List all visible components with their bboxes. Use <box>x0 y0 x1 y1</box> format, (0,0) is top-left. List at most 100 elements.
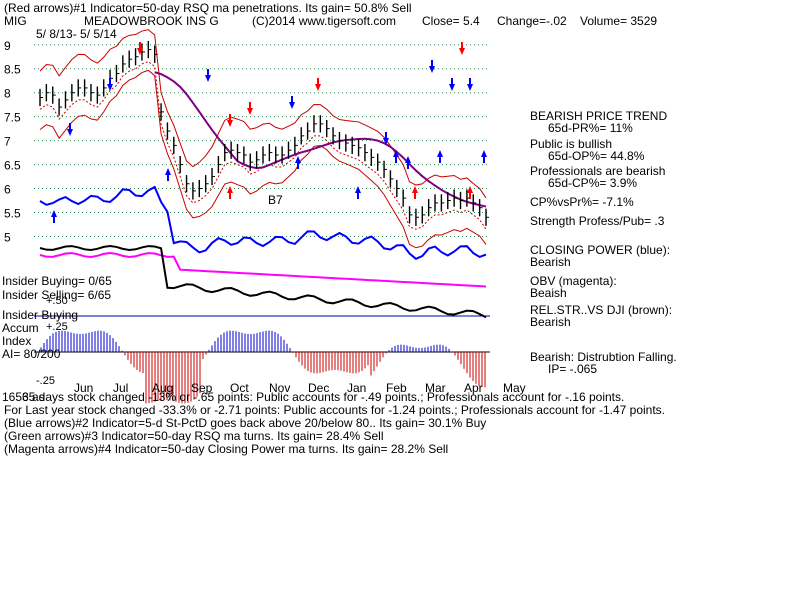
price-tick-label: 7 <box>4 135 11 149</box>
month-label: Sep <box>191 381 213 395</box>
relative-strength-series <box>39 244 487 319</box>
price-tick-label: 8 <box>4 87 11 101</box>
indicator-1-note: (Red arrows)#1 Indicator=50-day RSQ ma p… <box>4 1 412 15</box>
date-range: 5/ 8/13- 5/ 5/14 <box>36 27 117 41</box>
trend-title: BEARISH PRICE TREND <box>530 109 667 123</box>
blue-down-arrow <box>67 129 73 136</box>
month-label: Mar <box>425 381 446 395</box>
public-title: Public is bullish <box>530 137 612 151</box>
price-tick-label: 6.5 <box>4 159 21 173</box>
company-name: MEADOWBROOK INS G <box>84 14 219 28</box>
cp-vs-pr: CP%vsPr%= -7.1% <box>530 195 634 209</box>
footer-line-4: (Green arrows)#3 Indicator=50-day RSQ ma… <box>4 429 384 443</box>
price-gridlines <box>34 44 490 237</box>
month-label: Dec <box>308 381 329 395</box>
price-tick-label: 7.5 <box>4 111 21 125</box>
month-label: Apr <box>464 381 483 395</box>
blue-up-arrow <box>405 156 411 163</box>
red-down-arrow <box>227 120 233 127</box>
closing-power-line <box>39 185 487 260</box>
month-label: Oct <box>230 381 249 395</box>
blue-up-arrow <box>355 186 361 193</box>
red-down-arrow <box>247 108 253 115</box>
insider-buying-label: Insider Buying <box>2 308 78 322</box>
red-down-arrow <box>315 84 321 91</box>
red-down-arrow <box>459 48 465 55</box>
blue-up-arrow <box>393 150 399 157</box>
volume-value: Volume= 3529 <box>580 14 657 28</box>
blue-down-arrow <box>205 75 211 82</box>
price-tick-label: 8.5 <box>4 63 21 77</box>
blue-up-arrow <box>437 150 443 157</box>
blue-up-arrow <box>481 150 487 157</box>
price-tick-label: 6 <box>4 183 11 197</box>
month-label: May <box>503 381 526 395</box>
blue-down-arrow <box>449 84 455 91</box>
trend-pr: 65d-PR%= 11% <box>548 121 633 135</box>
footer-line-3: (Blue arrows)#2 Indicator=5-d St-PctD go… <box>4 416 486 430</box>
blue-down-arrow <box>467 84 473 91</box>
obv-state: Beaish <box>530 286 567 300</box>
copyright-note: (C)2014 www.tigersoft.com <box>252 14 396 28</box>
price-tick-label: 5 <box>4 230 11 244</box>
strength-ratio: Strength Profess/Pub= .3 <box>530 214 665 228</box>
ticker-symbol: MIG <box>4 14 27 28</box>
footer-prefix: 1653 as <box>2 390 45 404</box>
pros-cp: 65d-CP%= 3.9% <box>548 176 637 190</box>
upper-band-line <box>39 29 487 199</box>
price-tick-label: 9 <box>4 39 11 53</box>
footer-line-2: For Last year stock changed -33.3% or -2… <box>4 403 665 417</box>
relstr-state: Bearish <box>530 315 571 329</box>
month-label: Jul <box>113 381 128 395</box>
accum-tick-plus50: +.50 <box>46 295 68 307</box>
relative-strength-line <box>39 244 487 319</box>
insider-buying: Insider Buying= 0/65 <box>2 274 112 288</box>
close-value: Close= 5.4 <box>422 14 480 28</box>
annotation-b7: B7 <box>268 193 283 207</box>
public-op: 65d-OP%= 44.8% <box>548 149 645 163</box>
bollinger-bands <box>39 29 487 249</box>
price-axis: 9 8.5 8 7.5 7 6.5 6 5.5 5 <box>4 39 21 245</box>
closing-power-state: Bearish <box>530 255 571 269</box>
change-value: Change=-.02 <box>497 14 567 28</box>
price-tick-label: 5.5 <box>4 206 21 220</box>
month-axis: Jun Jul Aug Sep Oct Nov Dec Jan Feb Mar Apr May <box>74 381 526 395</box>
ai-value: AI= 80/200 <box>2 347 61 361</box>
accum-tick-minus25: -.25 <box>36 375 55 387</box>
blue-up-arrow <box>51 210 57 217</box>
blue-down-arrow <box>383 138 389 145</box>
blue-down-arrow <box>107 84 113 91</box>
accumulation-index <box>34 315 490 404</box>
obv-title: OBV (magenta): <box>530 274 617 288</box>
lower-band-line <box>39 69 487 249</box>
red-up-arrow <box>467 186 473 193</box>
blue-up-arrow <box>165 168 171 175</box>
moving-average <box>154 71 487 208</box>
distribution-note: Bearish: Distrubtion Falling. <box>530 350 677 364</box>
footer-line-1: 65 days stock changed -13% or -.65 point… <box>22 390 624 404</box>
footer-line-5: (Magenta arrows)#4 Indicator=50-day Clos… <box>4 442 448 456</box>
red-up-arrow <box>412 186 418 193</box>
accum-tick-plus25: +.25 <box>46 321 68 333</box>
pros-title: Professionals are bearish <box>530 164 665 178</box>
signal-arrows <box>51 42 487 223</box>
closing-power-title: CLOSING POWER (blue): <box>530 243 670 257</box>
ma-line <box>154 71 487 208</box>
blue-down-arrow <box>429 66 435 73</box>
price-bars <box>39 40 489 226</box>
month-label: Aug <box>152 381 173 395</box>
month-label: Jan <box>347 381 366 395</box>
relstr-title: REL.STR..VS DJI (brown): <box>530 303 672 317</box>
blue-up-arrow <box>295 156 301 163</box>
blue-down-arrow <box>289 102 295 109</box>
month-label: Jun <box>74 381 93 395</box>
closing-power-series <box>39 185 487 260</box>
ip-value: IP= -.065 <box>548 362 597 376</box>
index-label: Index <box>2 334 31 348</box>
month-label: Nov <box>269 381 290 395</box>
obv-line <box>39 251 487 288</box>
red-up-arrow <box>227 186 233 193</box>
inner-band-line <box>39 60 487 230</box>
insider-selling: Insider Selling= 6/65 <box>2 288 111 302</box>
